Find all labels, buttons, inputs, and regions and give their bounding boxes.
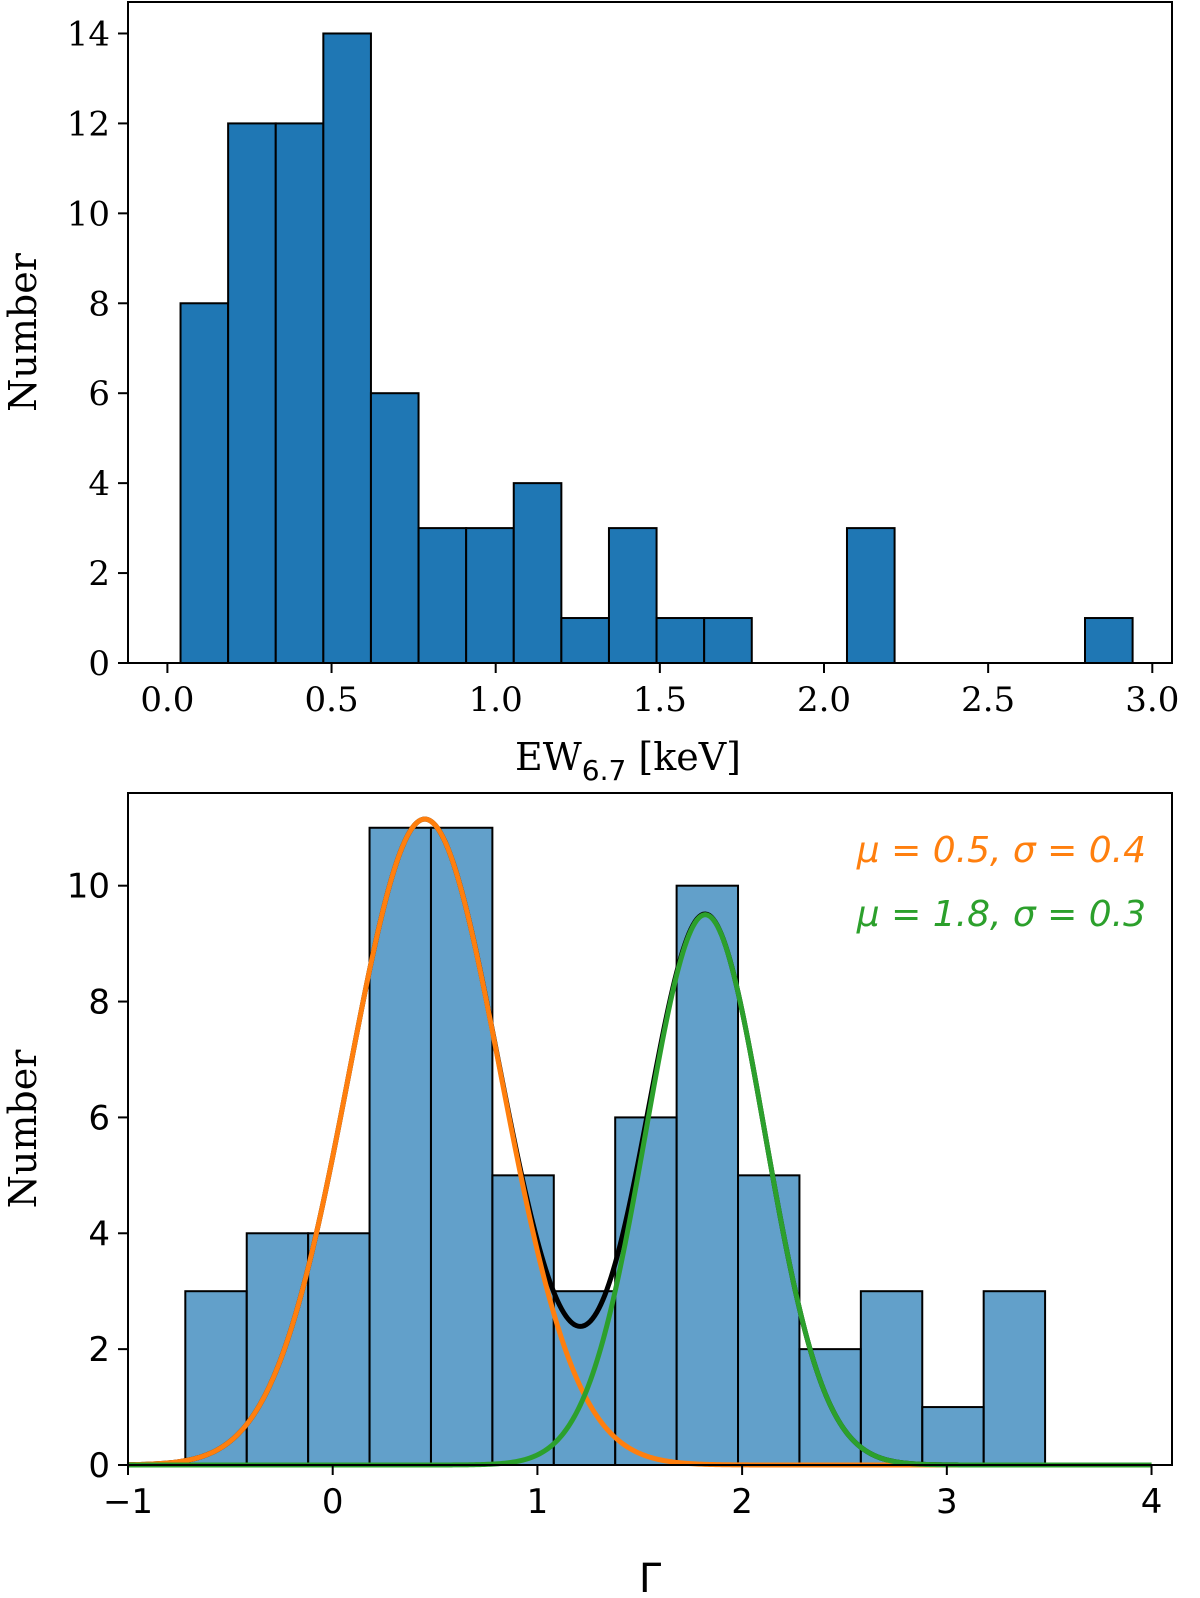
histogram-bar <box>737 1174 801 1467</box>
y-tick-label: 2 <box>88 1330 110 1370</box>
x-tick-label: 1.0 <box>469 680 523 720</box>
histogram-bar <box>179 302 230 664</box>
histogram-bar <box>429 826 494 1466</box>
histogram-bar <box>274 122 325 665</box>
histogram-bar <box>322 32 372 664</box>
y-tick-label: 6 <box>88 374 110 414</box>
plot-frame-top <box>127 1 1173 664</box>
histogram-bar <box>703 617 753 664</box>
x-tick-label: 1.5 <box>633 680 687 720</box>
x-tick-label: 3.0 <box>1125 680 1179 720</box>
legend: μ = 0.5, σ = 0.4 μ = 1.8, σ = 0.3 <box>856 830 1146 935</box>
plot-frame-bottom <box>127 792 1173 1466</box>
x-tick-label: 0.0 <box>140 680 194 720</box>
histogram-bar <box>675 884 740 1466</box>
histogram-bar <box>655 617 706 664</box>
y-tick-label: 10 <box>67 194 110 234</box>
histogram-bar <box>859 1290 924 1467</box>
histogram-bar <box>369 392 420 664</box>
x-tick-label: 0.5 <box>305 680 359 720</box>
histogram-bar <box>614 1116 678 1467</box>
histogram-bar <box>552 1290 617 1467</box>
y-tick-label: 0 <box>88 644 110 684</box>
histogram-bar <box>307 1232 371 1467</box>
x-tick-label: −1 <box>103 1482 153 1522</box>
histogram-bar <box>982 1290 1047 1467</box>
histogram-bar <box>512 482 563 664</box>
y-tick-label: 14 <box>67 14 110 54</box>
x-tick-label: 2.0 <box>797 680 851 720</box>
x-tick-label: 3 <box>936 1482 958 1522</box>
y-tick-label: 2 <box>88 554 110 594</box>
x-tick-label: 0 <box>322 1482 344 1522</box>
y-tick-label: 10 <box>67 867 110 907</box>
histogram-bar <box>465 527 515 665</box>
y-tick-label: 12 <box>67 104 110 144</box>
histogram-bar <box>417 527 468 665</box>
histogram-bar <box>227 122 277 665</box>
x-axis-label-unit: [keV] <box>626 735 741 779</box>
axis-ticks-top: 0.0 0.5 1.0 1.5 2.0 2.5 3.0 0 2 4 6 8 10 12 14 <box>67 14 1180 720</box>
histogram-ew-bars <box>179 32 1134 665</box>
histogram-bar <box>921 1406 985 1467</box>
histogram-bar <box>560 617 610 664</box>
histogram-bar <box>245 1232 310 1467</box>
y-axis-label-top: Number <box>1 252 45 412</box>
legend-entry-2: μ = 1.8, σ = 0.3 <box>856 894 1146 935</box>
histogram-bar <box>607 527 658 665</box>
x-tick-label: 2 <box>731 1482 753 1522</box>
histogram-bar <box>184 1290 248 1467</box>
y-tick-label: 6 <box>88 1098 110 1138</box>
y-tick-label: 0 <box>88 1446 110 1486</box>
x-tick-label: 1 <box>527 1482 549 1522</box>
x-axis-label-top: EW6.7 [keV] <box>515 735 741 787</box>
x-tick-label: 2.5 <box>961 680 1015 720</box>
x-axis-label-main: EW <box>515 735 582 779</box>
y-tick-label: 8 <box>88 983 110 1023</box>
legend-entry-1: μ = 0.5, σ = 0.4 <box>856 830 1146 871</box>
histogram-gamma-bars <box>184 826 1047 1467</box>
histogram-bar <box>1084 617 1134 664</box>
histogram-bar <box>491 1174 555 1467</box>
histogram-bar <box>845 527 896 665</box>
x-tick-label: 4 <box>1141 1482 1163 1522</box>
x-axis-label-bottom: Γ <box>639 1556 662 1598</box>
y-tick-label: 8 <box>88 284 110 324</box>
x-axis-label-subscript: 6.7 <box>582 754 627 787</box>
y-tick-label: 4 <box>88 1214 110 1254</box>
y-tick-label: 4 <box>88 464 110 504</box>
y-axis-label-bottom: Number <box>1 1049 45 1209</box>
